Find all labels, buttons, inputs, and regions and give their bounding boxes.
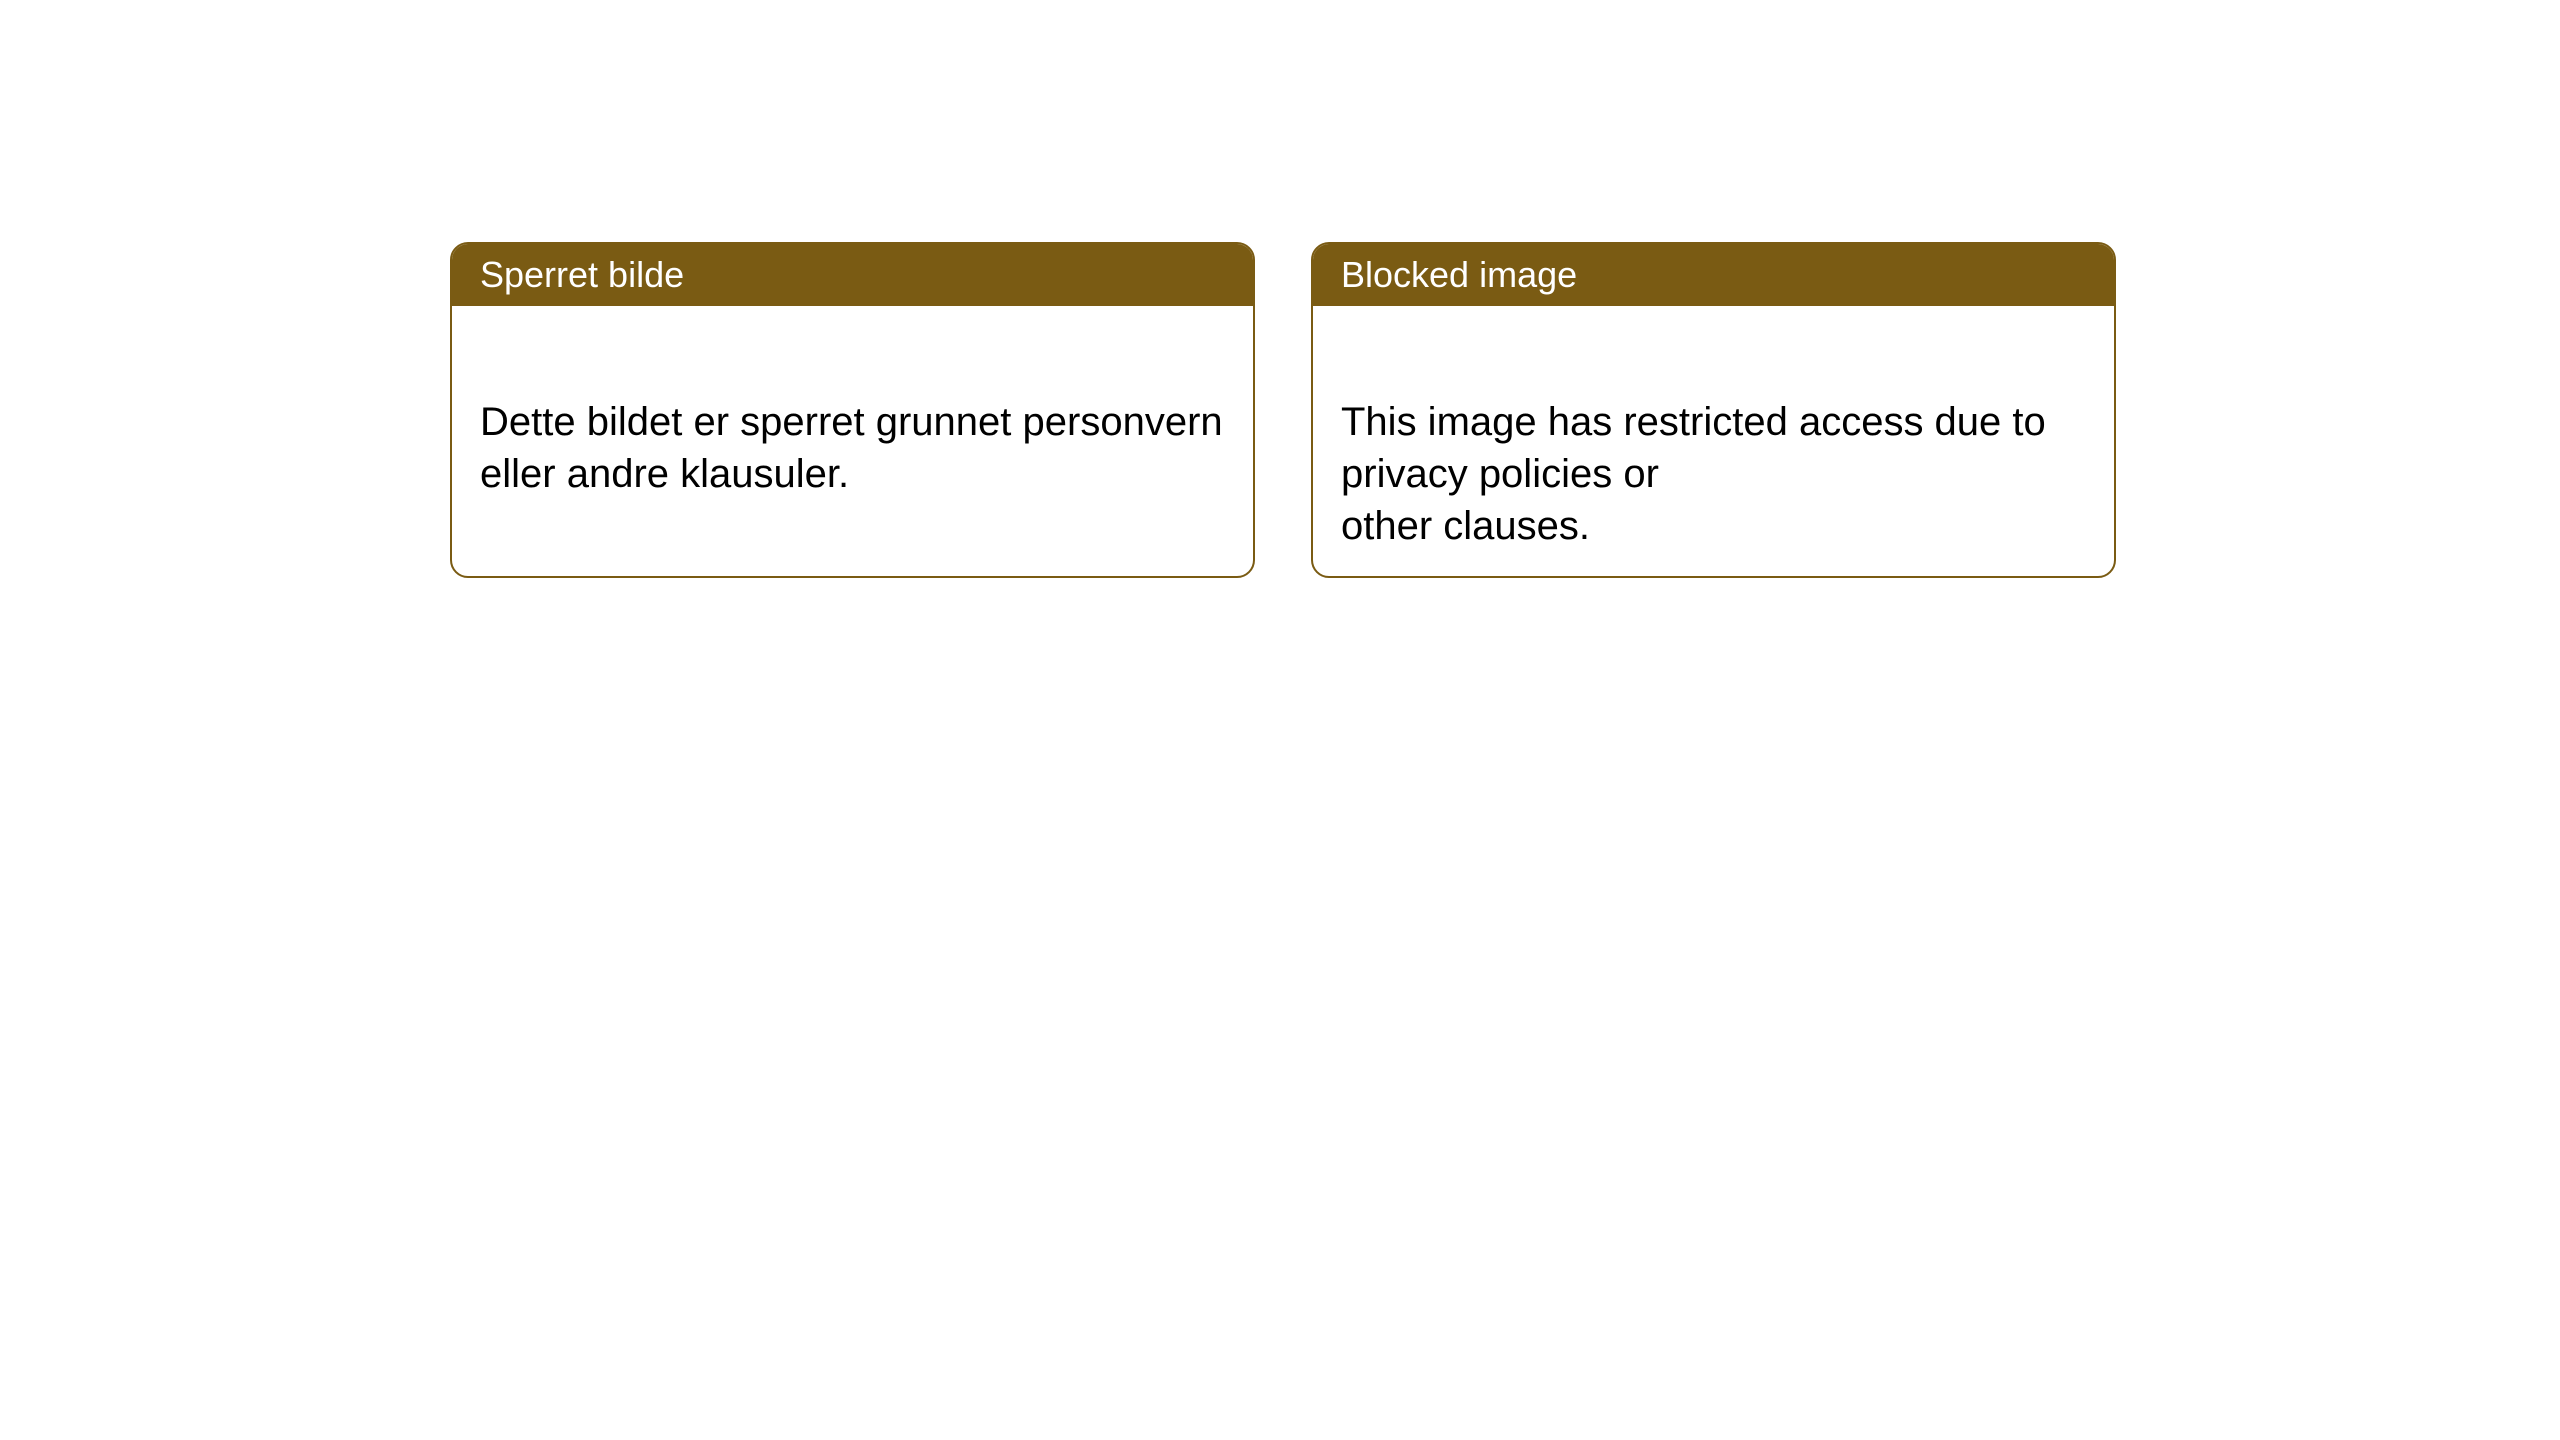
card-title: Blocked image bbox=[1341, 254, 1577, 295]
card-body: This image has restricted access due to … bbox=[1313, 306, 2114, 578]
card-body: Dette bildet er sperret grunnet personve… bbox=[452, 306, 1253, 538]
notice-card-english: Blocked image This image has restricted … bbox=[1311, 242, 2116, 578]
notice-cards-container: Sperret bilde Dette bildet er sperret gr… bbox=[0, 0, 2560, 578]
card-body-text: This image has restricted access due to … bbox=[1341, 400, 2046, 548]
card-header: Blocked image bbox=[1313, 244, 2114, 306]
card-title: Sperret bilde bbox=[480, 254, 684, 295]
card-header: Sperret bilde bbox=[452, 244, 1253, 306]
notice-card-norwegian: Sperret bilde Dette bildet er sperret gr… bbox=[450, 242, 1255, 578]
card-body-text: Dette bildet er sperret grunnet personve… bbox=[480, 400, 1223, 496]
